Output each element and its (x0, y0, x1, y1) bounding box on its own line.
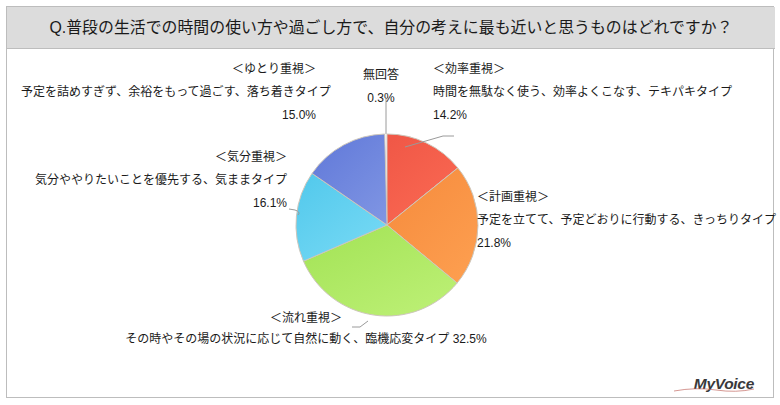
svg-text:MyVoice: MyVoice (694, 375, 755, 392)
